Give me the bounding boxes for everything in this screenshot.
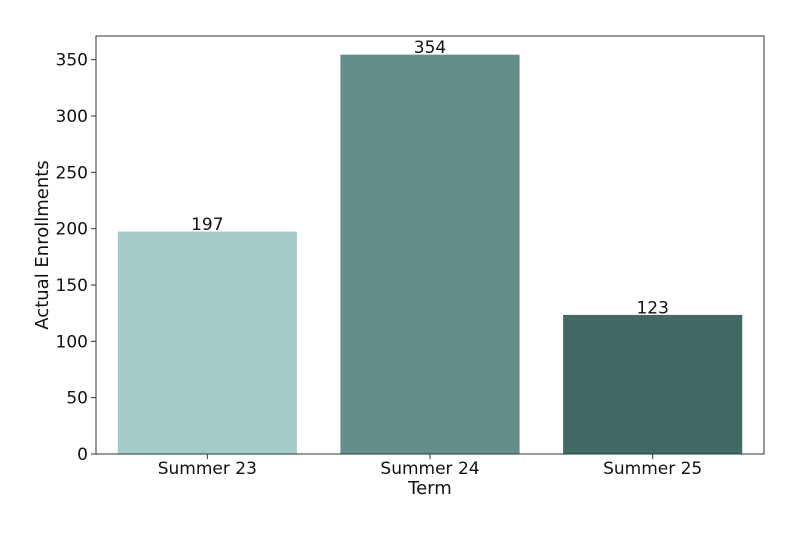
y-tick-label-100: 100 — [56, 332, 88, 352]
bar-summer-25 — [563, 314, 743, 455]
x-tick-label-summer-25: Summer 25 — [603, 459, 702, 479]
data-label-summer-23: 197 — [191, 215, 223, 235]
y-tick-label-250: 250 — [56, 163, 88, 183]
data-label-summer-25: 123 — [636, 298, 668, 318]
x-tick-label-summer-24: Summer 24 — [380, 459, 479, 479]
y-tick-label-350: 350 — [56, 51, 88, 71]
y-tick-label-200: 200 — [56, 220, 88, 240]
bar-summer-24 — [340, 54, 520, 455]
bars: 197 354 123 — [117, 38, 743, 455]
y-tick-label-50: 50 — [66, 389, 88, 409]
y-tick-label-150: 150 — [56, 276, 88, 296]
y-tick-label-0: 0 — [77, 445, 88, 465]
y-axis-label: Actual Enrollments — [32, 160, 53, 329]
y-tick-label-300: 300 — [56, 107, 88, 127]
x-axis-label: Term — [407, 478, 452, 499]
data-label-summer-24: 354 — [414, 38, 446, 58]
x-tick-label-summer-23: Summer 23 — [158, 459, 257, 479]
axis-ticks: Summer 23 Summer 24 Summer 25 0 50 100 150 200 2… — [56, 51, 703, 479]
bar-summer-23 — [117, 231, 297, 455]
plot-frame — [95, 35, 765, 455]
